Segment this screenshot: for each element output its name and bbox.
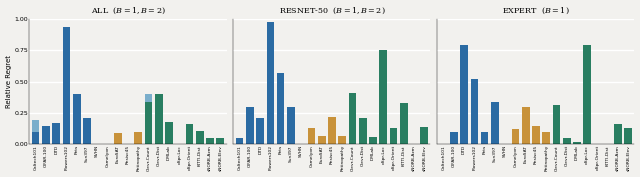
- Bar: [73, 94, 81, 144]
- Bar: [573, 142, 581, 144]
- Bar: [134, 132, 142, 144]
- Y-axis label: Relative Regret: Relative Regret: [6, 55, 12, 108]
- Bar: [511, 129, 519, 144]
- Text: EXPERT  $(B=1)$: EXPERT $(B=1)$: [502, 6, 570, 16]
- Bar: [256, 118, 264, 144]
- Bar: [552, 105, 560, 144]
- Bar: [145, 102, 152, 144]
- Bar: [196, 131, 204, 144]
- Bar: [584, 45, 591, 144]
- Bar: [400, 103, 408, 144]
- Bar: [52, 123, 60, 144]
- Bar: [491, 102, 499, 144]
- Bar: [390, 128, 397, 144]
- Bar: [145, 94, 152, 102]
- Bar: [114, 133, 122, 144]
- Bar: [287, 107, 295, 144]
- Bar: [359, 118, 367, 144]
- Bar: [32, 121, 40, 132]
- Bar: [277, 73, 285, 144]
- Bar: [186, 124, 193, 144]
- Bar: [460, 45, 468, 144]
- Bar: [155, 94, 163, 144]
- Bar: [32, 132, 40, 144]
- Bar: [339, 136, 346, 144]
- Bar: [236, 138, 243, 144]
- Bar: [42, 125, 50, 144]
- Bar: [481, 132, 488, 144]
- Bar: [83, 118, 91, 144]
- Bar: [246, 107, 253, 144]
- Text: ALL  $(B=1, B=2)$: ALL $(B=1, B=2)$: [91, 6, 165, 16]
- Bar: [542, 132, 550, 144]
- Bar: [216, 138, 224, 144]
- Bar: [563, 138, 571, 144]
- Bar: [349, 93, 356, 144]
- Bar: [420, 127, 428, 144]
- Bar: [614, 124, 622, 144]
- Bar: [532, 125, 540, 144]
- Bar: [522, 107, 529, 144]
- Bar: [206, 138, 214, 144]
- Bar: [165, 122, 173, 144]
- Bar: [369, 137, 377, 144]
- Bar: [308, 128, 316, 144]
- Bar: [63, 27, 70, 144]
- Bar: [625, 128, 632, 144]
- Bar: [328, 117, 336, 144]
- Text: RESNET-50  $(B=1, B=2)$: RESNET-50 $(B=1, B=2)$: [278, 6, 385, 16]
- Bar: [266, 22, 274, 144]
- Bar: [450, 132, 458, 144]
- Bar: [380, 50, 387, 144]
- Bar: [318, 136, 326, 144]
- Bar: [470, 79, 478, 144]
